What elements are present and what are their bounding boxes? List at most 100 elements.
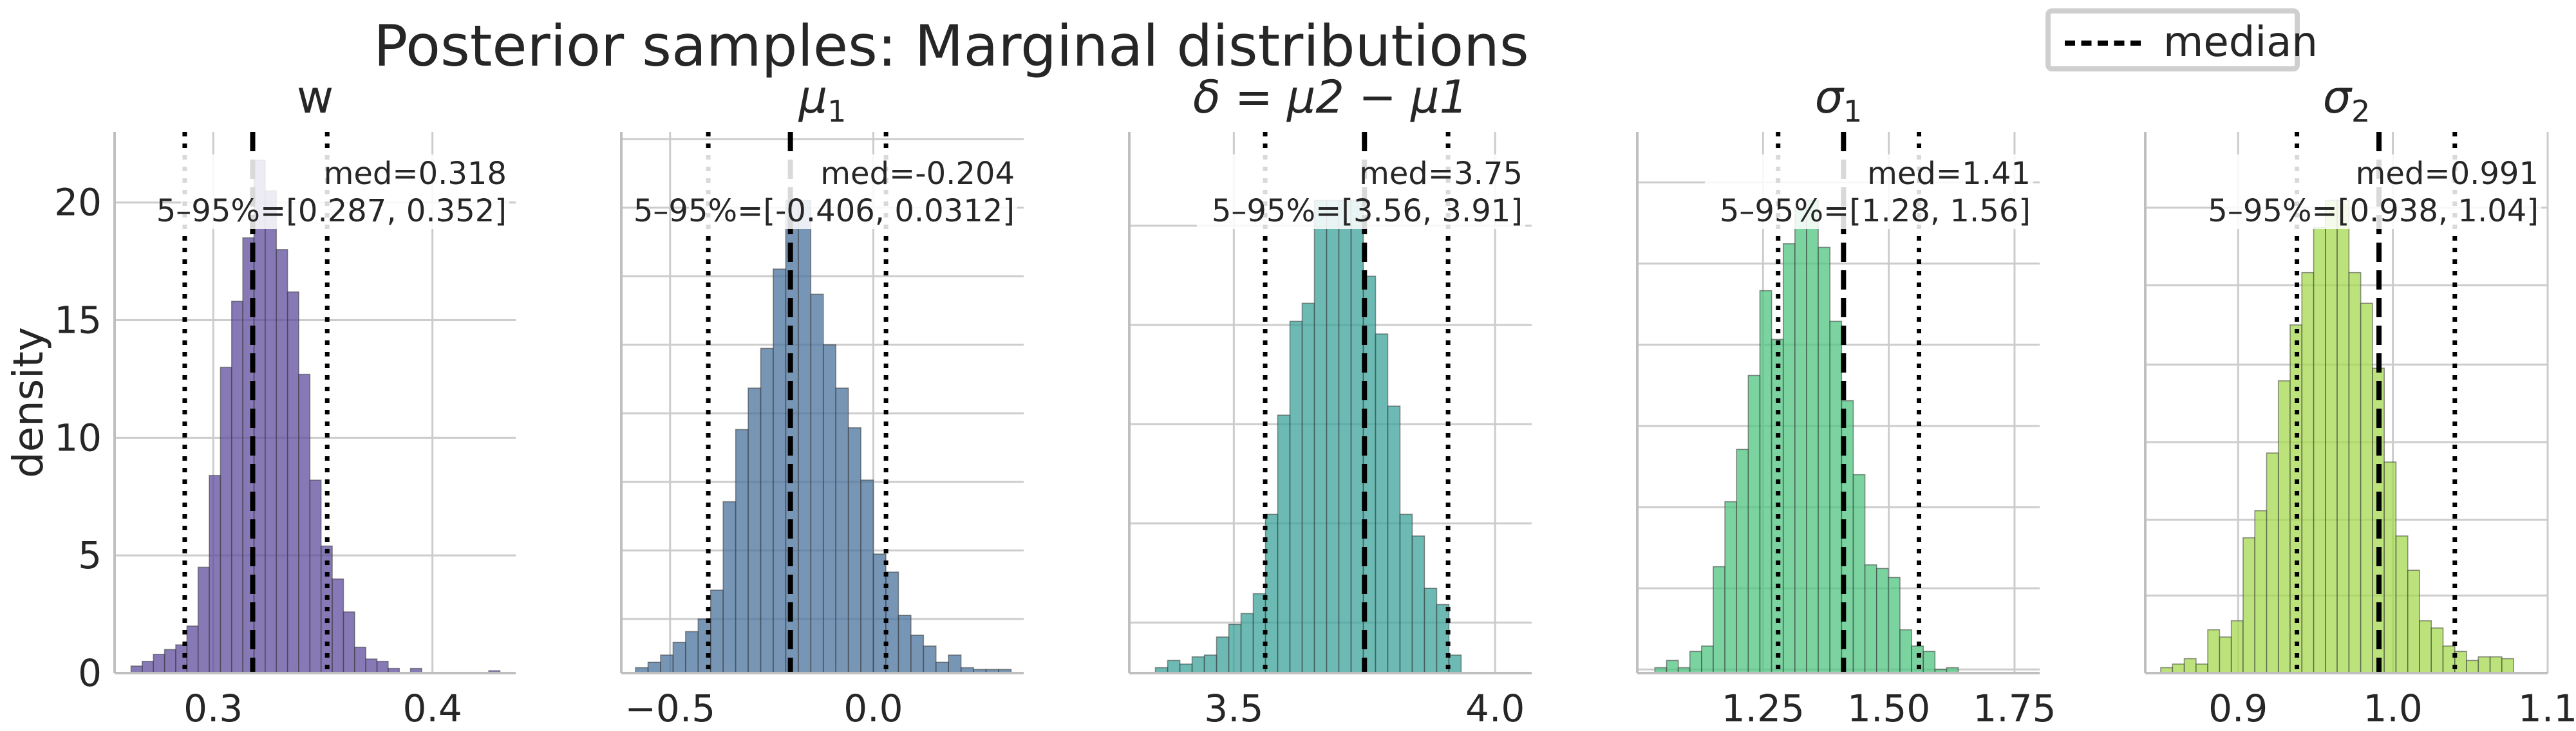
histogram-bar	[253, 160, 266, 674]
histogram-bar	[1829, 320, 1843, 674]
y-tick-label: 15	[54, 299, 102, 342]
panel-3: 3.5 4.0 med=3.755–95%=[3.56, 3.91] δ = μ2 −…	[1128, 71, 1532, 730]
histogram-bar	[2383, 461, 2397, 674]
histogram-bar	[230, 301, 243, 674]
histogram-bar	[276, 249, 288, 674]
histogram-bar	[2407, 569, 2420, 674]
annotation-text: med=0.318	[324, 156, 507, 192]
histogram-bar	[1203, 654, 1217, 674]
histogram-bar	[2395, 535, 2409, 674]
histogram-bar	[2207, 629, 2221, 674]
annotation-text: 5–95%=[1.28, 1.56]	[1720, 193, 2031, 229]
histogram-bar	[1179, 663, 1193, 674]
annotation-text: med=-0.204	[820, 156, 1015, 192]
histogram-bar	[1277, 414, 1291, 674]
annotation-text: med=1.41	[1867, 156, 2031, 192]
histogram-bar	[2172, 663, 2185, 674]
annotation-background	[1705, 154, 2033, 229]
histogram-bar	[860, 479, 874, 674]
legend-median-line-swatch	[2065, 41, 2141, 46]
y-tick-label: 5	[78, 533, 102, 577]
panel-4: 1.25 1.50 1.75 med=1.415–95%=[1.28, 1.56] σ1	[1636, 71, 2056, 730]
histogram-bar	[2195, 663, 2208, 674]
panel-title: σ2	[2323, 71, 2371, 129]
histogram-bar	[1216, 636, 1230, 674]
histogram-bar	[365, 658, 378, 674]
histogram-bar	[1899, 629, 1912, 674]
histogram-bar	[209, 475, 221, 674]
histogram-bar	[935, 662, 950, 674]
histogram-bar	[685, 631, 699, 674]
x-tick-label: 1.1	[2518, 687, 2576, 730]
histogram-bar	[2266, 452, 2279, 674]
annotation-background	[181, 154, 509, 229]
histogram-bar	[847, 427, 861, 674]
histogram-bar	[2360, 302, 2373, 674]
histogram-bar	[722, 501, 737, 674]
histogram-bar	[298, 373, 311, 674]
annotation-background	[689, 154, 1017, 229]
histogram-bar	[2419, 620, 2432, 674]
y-tick-label: 20	[54, 181, 102, 225]
histogram-bar	[186, 625, 199, 674]
histogram-bar	[1701, 645, 1714, 674]
histogram-bar	[2301, 272, 2315, 674]
histogram-bar	[1338, 199, 1352, 674]
histogram-bar	[760, 347, 774, 674]
histogram-bar	[1759, 290, 1772, 674]
histogram-bar	[1448, 654, 1462, 674]
histogram-bar	[672, 642, 686, 674]
histogram-bar	[1411, 535, 1425, 674]
histogram-bar	[1818, 246, 1831, 674]
histogram-bar	[2348, 272, 2362, 674]
histogram-bar	[2313, 227, 2326, 674]
panel-title: w	[297, 71, 334, 124]
histogram-bar	[2242, 537, 2255, 674]
annotation-text: 5–95%=[0.938, 1.04]	[2208, 193, 2539, 229]
histogram-bar	[1350, 199, 1364, 674]
histogram-bar	[1782, 243, 1796, 674]
histogram-bar	[1747, 375, 1761, 674]
histogram-bar	[1228, 624, 1242, 674]
legend: median	[2045, 8, 2318, 71]
histogram-bar	[2277, 380, 2291, 674]
histogram-bar	[1689, 651, 1702, 674]
histogram-bar	[1301, 302, 1315, 674]
histogram-bar	[1240, 613, 1254, 674]
histogram-bar	[2219, 636, 2232, 674]
histogram-bar	[923, 645, 937, 674]
histogram-bar	[2430, 627, 2444, 674]
histogram-bar	[835, 387, 849, 674]
histogram-bar	[309, 479, 322, 674]
annotation-text: 5–95%=[3.56, 3.91]	[1212, 193, 1523, 229]
y-tick-label: 0	[78, 651, 102, 695]
histogram-bar	[1713, 566, 1725, 674]
histogram-bar	[1313, 199, 1328, 674]
panel-1: 0.3 0.4 0 5 10 15 20 density med=0.3185–95%=[0.2…	[5, 71, 516, 730]
histogram-bar	[647, 662, 661, 674]
histogram-bar	[810, 293, 824, 674]
histogram-bar	[735, 429, 749, 674]
legend-label-median: median	[2163, 19, 2318, 66]
y-tick-label: 10	[54, 416, 102, 459]
histogram-bar	[1794, 207, 1807, 674]
histogram-bar	[332, 578, 344, 674]
histogram-bar	[1387, 405, 1401, 674]
histogram-bar	[1923, 651, 1936, 674]
histogram-bar	[1424, 588, 1438, 674]
histogram-bar	[1326, 199, 1340, 674]
histogram-bar	[1666, 660, 1679, 674]
histogram-bar	[287, 291, 299, 674]
histogram-bar	[1852, 474, 1866, 674]
histogram-bar	[1736, 449, 1749, 674]
histogram-bar	[164, 649, 176, 674]
histogram-bar	[822, 344, 837, 674]
x-tick-label: 1.0	[2363, 687, 2422, 730]
histogram-bar	[1864, 564, 1877, 674]
histogram-bar	[2477, 656, 2491, 674]
histogram-bar	[910, 634, 925, 674]
x-tick-label: 4.0	[1465, 687, 1525, 730]
